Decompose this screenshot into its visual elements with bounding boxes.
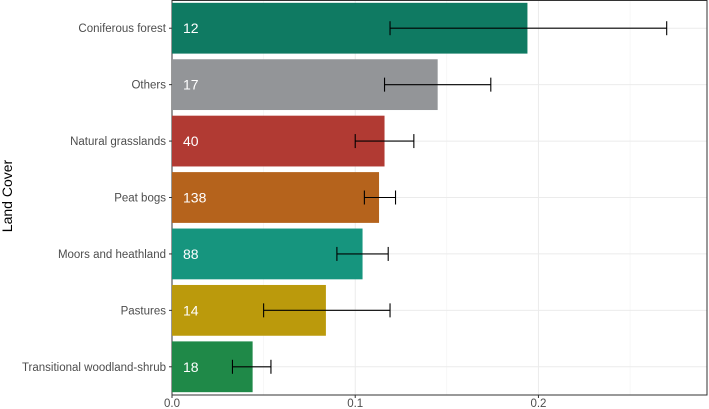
- x-tick-label: 0.1: [347, 398, 363, 409]
- y-tick-label: Moors and heathland: [58, 249, 166, 261]
- y-tick-label: Pastures: [121, 305, 167, 317]
- bar-label: 12: [183, 20, 199, 36]
- bar: [172, 228, 363, 280]
- y-tick-label: Peat bogs: [114, 193, 166, 205]
- bar-label: 17: [183, 77, 199, 93]
- bar-label: 14: [183, 302, 199, 318]
- x-tick-label: 0.2: [530, 398, 546, 409]
- bar-label: 18: [183, 359, 199, 375]
- bar: [172, 115, 385, 167]
- x-axis-tick-labels: 0.0 0.1 0.2: [164, 395, 546, 409]
- y-tick-label: Coniferous forest: [78, 23, 166, 35]
- y-tick-label: Natural grasslands: [70, 136, 166, 148]
- error-bar-layer: [231, 21, 668, 374]
- x-tick-label: 0.0: [164, 398, 180, 409]
- bar-label: 88: [183, 246, 199, 262]
- bar-label: 40: [183, 133, 199, 149]
- bar-label: 138: [183, 190, 207, 206]
- y-tick-label: Transitional woodland-shrub: [22, 362, 166, 374]
- y-tick-label: Others: [131, 80, 166, 92]
- y-axis-tick-labels: Coniferous forest Others Natural grassland…: [22, 23, 172, 374]
- bar: [172, 172, 380, 223]
- y-axis-title: Land Cover: [0, 159, 15, 232]
- bar-label-layer: 12 17 40 138 88 14 18: [183, 20, 207, 375]
